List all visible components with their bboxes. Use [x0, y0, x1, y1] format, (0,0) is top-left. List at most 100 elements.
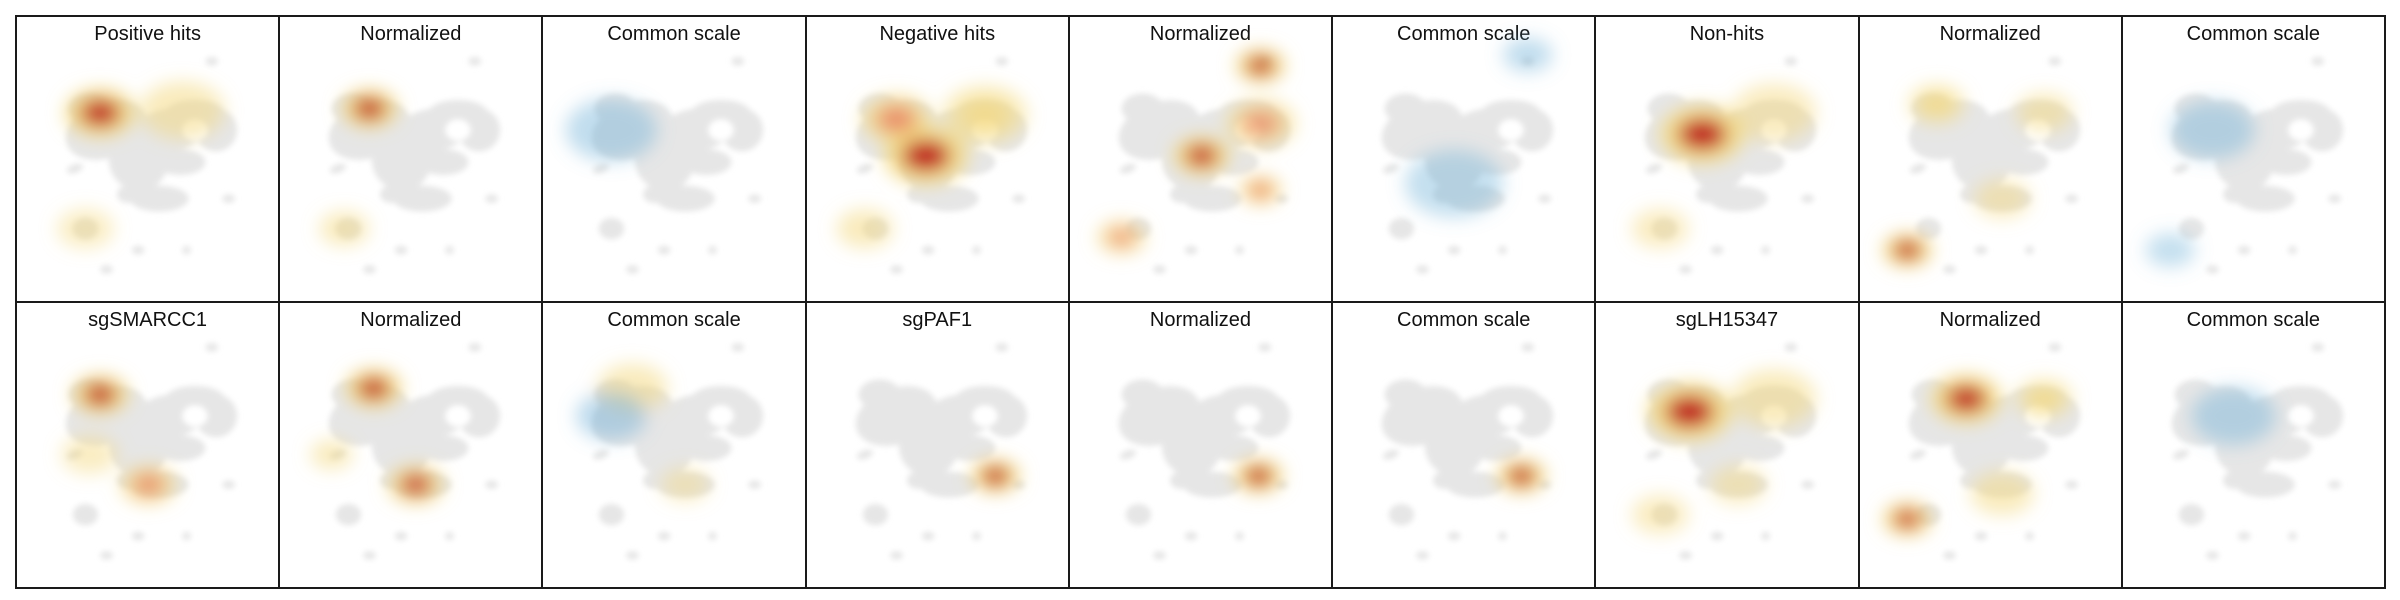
hotspot-core: [2027, 388, 2060, 410]
silhouette-hole: [182, 405, 208, 427]
hotspot-halo: [1970, 471, 2034, 515]
hotspot-halo: [1732, 83, 1817, 142]
hotspot-halo: [566, 98, 658, 162]
silhouette-blob: [955, 385, 1015, 412]
panel-14: Common scale: [1331, 301, 1597, 589]
hotspot-halo: [1404, 149, 1504, 218]
silhouette-blob: [1433, 471, 1455, 489]
silhouette-blob: [1235, 531, 1244, 541]
silhouette-blob: [1169, 471, 1191, 489]
panel-title: Common scale: [607, 23, 741, 45]
panel-7: Normalized: [1857, 15, 2123, 303]
silhouette-blob: [1184, 245, 1198, 255]
embedding-silhouette: [855, 343, 1027, 560]
panel-10: Normalized: [278, 301, 544, 589]
hotspot-core: [1893, 240, 1921, 260]
silhouette-blob: [731, 343, 745, 352]
silhouette-blob: [599, 217, 625, 240]
silhouette-blob: [2237, 531, 2251, 541]
silhouette-blob: [626, 551, 640, 560]
silhouette-blob: [1388, 217, 1415, 240]
silhouette-blob: [222, 194, 235, 203]
silhouette-blob: [658, 531, 671, 541]
panel-6: Non-hits: [1594, 15, 1860, 303]
panel-title: Common scale: [607, 309, 741, 331]
panel-1: Normalized: [278, 15, 544, 303]
hotspot-core: [1240, 110, 1281, 137]
silhouette-blob: [1915, 217, 1941, 240]
hotspot-core: [1246, 56, 1275, 75]
silhouette-blob: [2260, 149, 2312, 176]
panel-plot: [57, 57, 238, 274]
panel-plot: [319, 57, 501, 274]
silhouette-blob: [656, 185, 716, 212]
panel-plot: [2171, 343, 2343, 560]
silhouette-blob: [1125, 503, 1151, 526]
silhouette-blob: [485, 480, 499, 489]
panel-8: Common scale: [2120, 15, 2386, 303]
silhouette-hole: [971, 405, 998, 427]
silhouette-blob: [1974, 531, 1987, 541]
panel-9: sgSMARCC1: [15, 301, 281, 589]
embedding-silhouette: [592, 57, 764, 274]
silhouette-blob: [1679, 551, 1693, 560]
silhouette-blob: [205, 57, 219, 66]
silhouette-blob: [2328, 480, 2341, 489]
hotspot-halo: [1632, 209, 1689, 248]
hotspot-core: [1893, 509, 1921, 529]
heatmap-grid: Positive hits Normalized Common scale Negat…: [15, 15, 2386, 589]
silhouette-blob: [1153, 551, 1166, 560]
silhouette-blob: [336, 503, 362, 526]
hotspot-core: [1920, 93, 1953, 115]
silhouette-blob: [1498, 531, 1507, 541]
silhouette-blob: [691, 385, 751, 412]
panel-title: Common scale: [1397, 309, 1531, 331]
silhouette-blob: [658, 245, 671, 255]
silhouette-blob: [1182, 471, 1242, 498]
panel-title: Normalized: [1939, 309, 2041, 331]
panel-12: sgPAF1: [804, 301, 1070, 589]
silhouette-blob: [681, 149, 732, 176]
silhouette-blob: [1382, 163, 1400, 174]
silhouette-blob: [2271, 385, 2331, 412]
panel-plot: [1381, 37, 1554, 274]
silhouette-blob: [971, 531, 981, 541]
silhouette-blob: [2328, 194, 2341, 203]
silhouette-hole: [1235, 405, 1261, 427]
silhouette-blob: [2205, 265, 2219, 274]
silhouette-blob: [222, 480, 235, 489]
panel-plot: [836, 57, 1027, 274]
hotspot-halo: [2145, 233, 2195, 268]
hotspot-core: [132, 474, 165, 496]
hotspot-core: [358, 377, 390, 399]
hotspot-halo: [836, 209, 893, 248]
silhouette-blob: [1974, 245, 1987, 255]
panel-title: Non-hits: [1689, 23, 1765, 45]
hotspot-core: [1185, 145, 1218, 167]
silhouette-blob: [1538, 194, 1552, 203]
panel-16: Normalized: [1857, 301, 2123, 589]
silhouette-blob: [1708, 185, 1768, 212]
silhouette-hole: [2288, 119, 2314, 141]
panel-title: Normalized: [1149, 23, 1252, 45]
silhouette-blob: [643, 471, 665, 489]
panel-plot: [1882, 57, 2080, 274]
silhouette-blob: [2288, 531, 2297, 541]
silhouette-blob: [1498, 245, 1507, 255]
silhouette-blob: [2311, 343, 2324, 352]
hotspot-halo: [1632, 495, 1689, 534]
silhouette-blob: [1207, 435, 1259, 462]
hotspot-core: [981, 466, 1009, 486]
silhouette-blob: [1801, 194, 1815, 203]
silhouette-blob: [906, 185, 928, 203]
panel-5: Common scale: [1331, 15, 1597, 303]
silhouette-blob: [2237, 245, 2251, 255]
silhouette-blob: [165, 385, 225, 412]
silhouette-blob: [1119, 163, 1136, 174]
panel-4: Normalized: [1067, 15, 1334, 303]
silhouette-blob: [919, 185, 979, 212]
silhouette-blob: [131, 245, 145, 255]
hotspot-core: [1946, 385, 1986, 413]
silhouette-blob: [1801, 480, 1815, 489]
silhouette-blob: [428, 99, 488, 126]
